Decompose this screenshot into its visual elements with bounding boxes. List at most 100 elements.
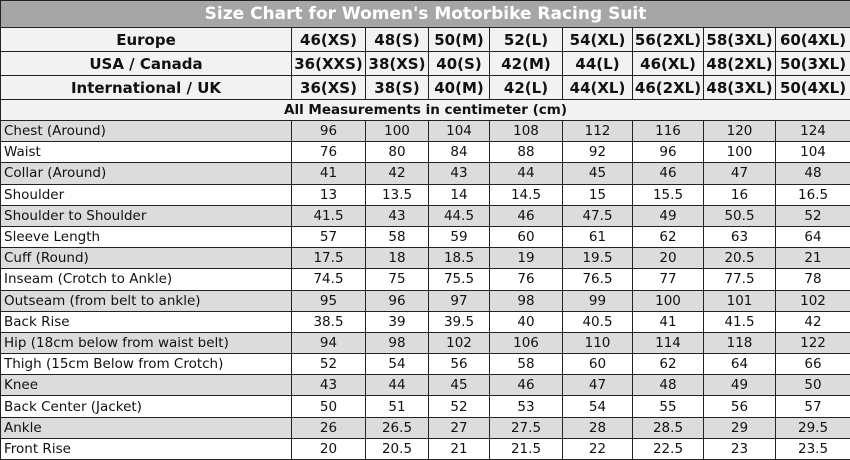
measurement-value: 110 <box>563 332 633 353</box>
measurement-value: 48 <box>633 375 704 396</box>
measurement-value: 43 <box>429 163 490 184</box>
measurement-value: 42 <box>366 163 429 184</box>
measurement-value: 39.5 <box>429 311 490 332</box>
measurement-value: 54 <box>563 396 633 417</box>
chart-title: Size Chart for Women's Motorbike Racing … <box>1 1 850 28</box>
size-cell: 48(3XL) <box>704 76 776 100</box>
measurement-value: 47.5 <box>563 205 633 226</box>
measurement-value: 104 <box>429 121 490 142</box>
measurement-value: 47 <box>563 375 633 396</box>
measurement-value: 64 <box>776 226 850 247</box>
measurement-value: 38.5 <box>292 311 366 332</box>
measurement-value: 43 <box>366 205 429 226</box>
measurement-value: 21 <box>776 248 850 269</box>
measurement-value: 29 <box>704 417 776 438</box>
size-region-label: Europe <box>1 28 292 52</box>
measurement-label: Ankle <box>1 417 292 438</box>
measurement-label: Front Rise <box>1 438 292 459</box>
measurement-value: 102 <box>776 290 850 311</box>
measurement-value: 112 <box>563 121 633 142</box>
measurement-value: 20.5 <box>704 248 776 269</box>
measurement-value: 61 <box>563 226 633 247</box>
measurement-value: 108 <box>490 121 563 142</box>
measurement-value: 26.5 <box>366 417 429 438</box>
measurement-value: 66 <box>776 354 850 375</box>
measurement-value: 80 <box>366 142 429 163</box>
measurement-value: 52 <box>429 396 490 417</box>
measurement-value: 97 <box>429 290 490 311</box>
measurement-value: 99 <box>563 290 633 311</box>
measurement-value: 78 <box>776 269 850 290</box>
measurement-value: 62 <box>633 354 704 375</box>
measurement-value: 96 <box>366 290 429 311</box>
measurement-value: 51 <box>366 396 429 417</box>
size-cell: 38(XS) <box>366 52 429 76</box>
measurement-value: 17.5 <box>292 248 366 269</box>
measurement-value: 46 <box>633 163 704 184</box>
measurement-value: 124 <box>776 121 850 142</box>
measurement-value: 118 <box>704 332 776 353</box>
measurement-value: 14 <box>429 184 490 205</box>
measurement-value: 77.5 <box>704 269 776 290</box>
size-cell: 46(XL) <box>633 52 704 76</box>
measurement-value: 76 <box>292 142 366 163</box>
size-cell: 44(XL) <box>563 76 633 100</box>
size-region-label: International / UK <box>1 76 292 100</box>
measurement-value: 54 <box>366 354 429 375</box>
measurement-value: 101 <box>704 290 776 311</box>
measurement-value: 63 <box>704 226 776 247</box>
measurement-value: 100 <box>633 290 704 311</box>
measurement-value: 43 <box>292 375 366 396</box>
measurement-value: 41.5 <box>704 311 776 332</box>
measurement-value: 23 <box>704 438 776 459</box>
measurement-label: Back Center (Jacket) <box>1 396 292 417</box>
measurement-value: 95 <box>292 290 366 311</box>
measurement-label: Sleeve Length <box>1 226 292 247</box>
measurement-value: 96 <box>292 121 366 142</box>
size-region-label: USA / Canada <box>1 52 292 76</box>
measurement-value: 59 <box>429 226 490 247</box>
size-cell: 50(M) <box>429 28 490 52</box>
measurement-value: 84 <box>429 142 490 163</box>
size-cell: 50(4XL) <box>776 76 850 100</box>
measurement-value: 46 <box>490 375 563 396</box>
size-cell: 48(S) <box>366 28 429 52</box>
size-cell: 40(S) <box>429 52 490 76</box>
size-cell: 36(XS) <box>292 76 366 100</box>
measurement-note: All Measurements in centimeter (cm) <box>1 100 850 121</box>
measurement-value: 50 <box>292 396 366 417</box>
measurement-value: 15 <box>563 184 633 205</box>
measurement-value: 53 <box>490 396 563 417</box>
measurement-value: 41 <box>292 163 366 184</box>
measurement-value: 52 <box>292 354 366 375</box>
measurement-label: Hip (18cm below from waist belt) <box>1 332 292 353</box>
measurement-value: 52 <box>776 205 850 226</box>
measurement-value: 88 <box>490 142 563 163</box>
measurement-value: 76.5 <box>563 269 633 290</box>
measurement-value: 48 <box>776 163 850 184</box>
measurement-value: 50.5 <box>704 205 776 226</box>
measurement-value: 29.5 <box>776 417 850 438</box>
measurement-value: 62 <box>633 226 704 247</box>
measurement-value: 45 <box>563 163 633 184</box>
measurement-value: 13 <box>292 184 366 205</box>
measurement-value: 116 <box>633 121 704 142</box>
size-cell: 42(L) <box>490 76 563 100</box>
size-cell: 42(M) <box>490 52 563 76</box>
size-cell: 60(4XL) <box>776 28 850 52</box>
measurement-value: 50 <box>776 375 850 396</box>
measurement-value: 64 <box>704 354 776 375</box>
size-cell: 44(L) <box>563 52 633 76</box>
measurement-value: 39 <box>366 311 429 332</box>
